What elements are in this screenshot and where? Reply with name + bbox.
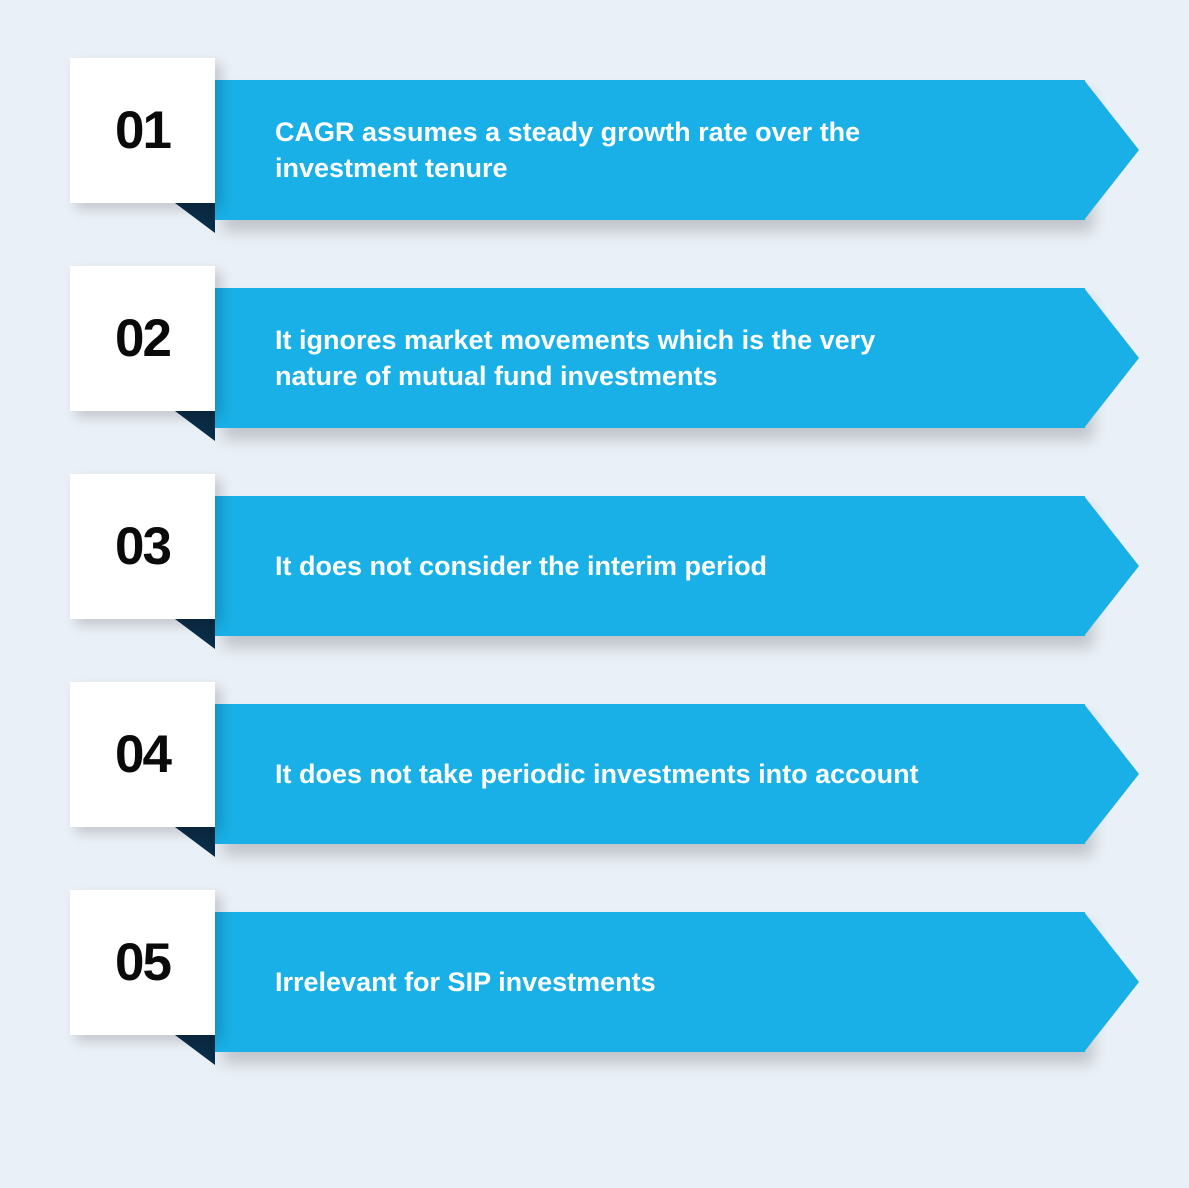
item-number: 03	[115, 516, 170, 577]
arrow-head	[1084, 704, 1139, 844]
fold-accent	[175, 827, 215, 857]
list-item: 02 It ignores market movements which is …	[70, 288, 1119, 438]
arrow-head	[1084, 288, 1139, 428]
fold-accent	[175, 619, 215, 649]
item-number: 05	[115, 932, 170, 993]
item-text: It does not consider the interim period	[275, 548, 767, 584]
item-text: Irrelevant for SIP investments	[275, 964, 656, 1000]
item-text: CAGR assumes a steady growth rate over t…	[275, 114, 955, 187]
number-box: 02	[70, 266, 215, 411]
number-box: 04	[70, 682, 215, 827]
arrow-head	[1084, 80, 1139, 220]
arrow-bar: It does not consider the interim period	[215, 496, 1085, 636]
number-box: 05	[70, 890, 215, 1035]
fold-accent	[175, 1035, 215, 1065]
item-text: It ignores market movements which is the…	[275, 322, 955, 395]
arrow-bar: Irrelevant for SIP investments	[215, 912, 1085, 1052]
list-item: 03 It does not consider the interim peri…	[70, 496, 1119, 646]
list-item: 04 It does not take periodic investments…	[70, 704, 1119, 854]
arrow-head	[1084, 912, 1139, 1052]
number-box: 03	[70, 474, 215, 619]
fold-accent	[175, 411, 215, 441]
list-item: 01 CAGR assumes a steady growth rate ove…	[70, 80, 1119, 230]
number-box: 01	[70, 58, 215, 203]
arrow-head	[1084, 496, 1139, 636]
item-number: 01	[115, 100, 170, 161]
arrow-bar: It ignores market movements which is the…	[215, 288, 1085, 428]
item-number: 04	[115, 724, 170, 785]
list-item: 05 Irrelevant for SIP investments	[70, 912, 1119, 1062]
item-number: 02	[115, 308, 170, 369]
item-text: It does not take periodic investments in…	[275, 756, 919, 792]
arrow-bar: CAGR assumes a steady growth rate over t…	[215, 80, 1085, 220]
arrow-bar: It does not take periodic investments in…	[215, 704, 1085, 844]
fold-accent	[175, 203, 215, 233]
infographic-canvas: 01 CAGR assumes a steady growth rate ove…	[0, 0, 1189, 1188]
